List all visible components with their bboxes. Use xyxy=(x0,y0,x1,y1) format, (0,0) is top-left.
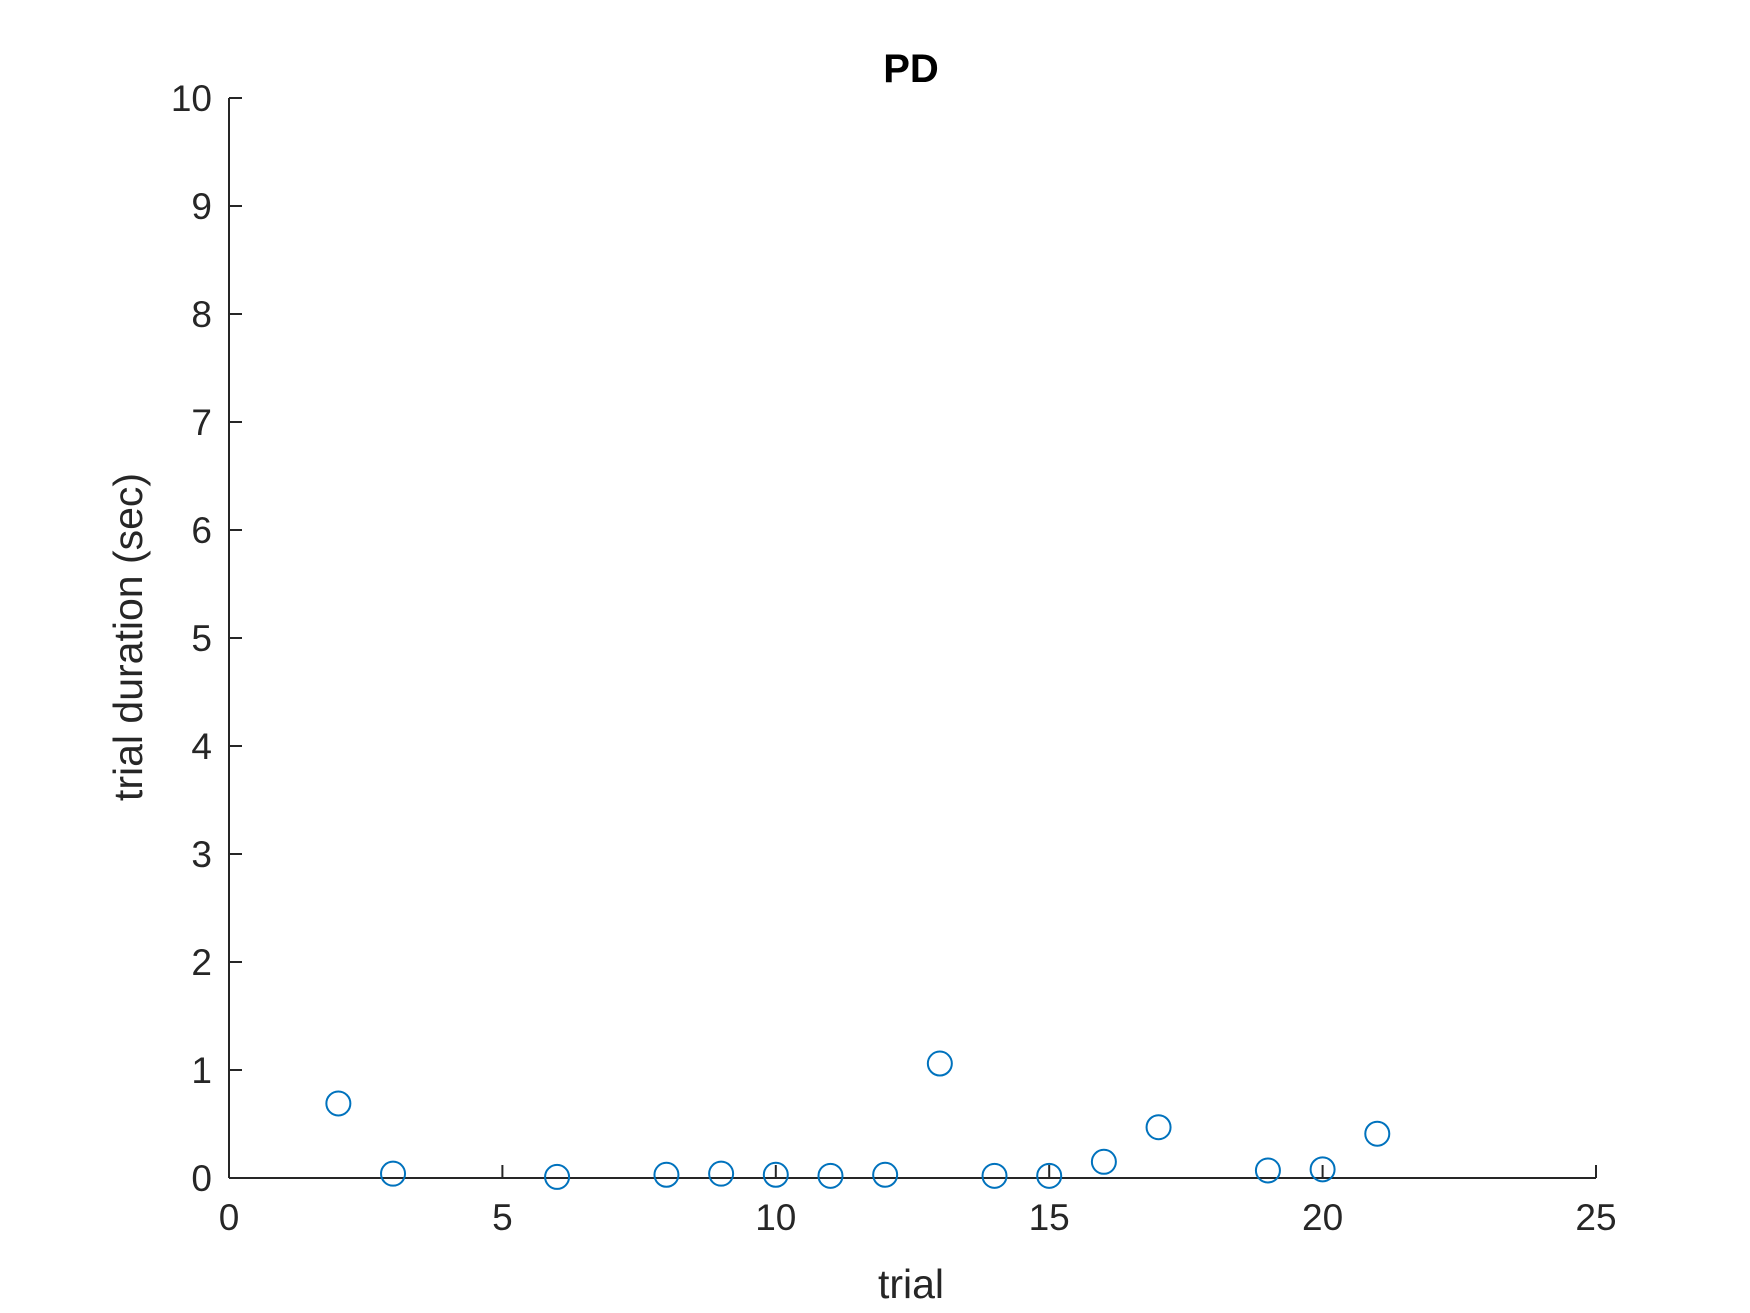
data-point xyxy=(981,1162,1008,1189)
data-point xyxy=(325,1090,352,1117)
x-axis-label: trial xyxy=(878,1261,944,1307)
data-point xyxy=(708,1160,735,1187)
data-point xyxy=(1090,1148,1117,1175)
data-point xyxy=(817,1162,844,1189)
x-tick-label: 5 xyxy=(492,1197,513,1238)
y-tick-label: 0 xyxy=(191,1158,212,1199)
x-tick-label: 10 xyxy=(755,1197,796,1238)
chart-title: PD xyxy=(883,47,939,91)
y-tick-label: 10 xyxy=(171,78,212,119)
y-tick-label: 6 xyxy=(191,510,212,551)
y-tick-label: 1 xyxy=(191,1050,212,1091)
data-point xyxy=(762,1161,789,1188)
y-tick-label: 9 xyxy=(191,186,212,227)
x-axis-ticks: 0 5 10 15 20 25 xyxy=(219,1165,1617,1238)
y-tick-label: 2 xyxy=(191,942,212,983)
data-point xyxy=(1036,1162,1063,1189)
y-tick-label: 3 xyxy=(191,834,212,875)
data-point xyxy=(1145,1114,1172,1141)
y-tick-label: 7 xyxy=(191,402,212,443)
data-point xyxy=(653,1161,680,1188)
x-tick-label: 25 xyxy=(1575,1197,1616,1238)
data-point xyxy=(1309,1156,1336,1183)
y-tick-label: 8 xyxy=(191,294,212,335)
y-tick-label: 5 xyxy=(191,618,212,659)
scatter-points xyxy=(325,1050,1391,1190)
x-tick-label: 15 xyxy=(1029,1197,1070,1238)
y-axis-ticks: 0 1 2 3 4 5 6 7 8 9 10 xyxy=(171,78,242,1199)
y-axis-label: trial duration (sec) xyxy=(105,473,151,801)
data-point xyxy=(926,1050,953,1077)
y-tick-label: 4 xyxy=(191,726,212,767)
data-point xyxy=(1364,1120,1391,1147)
data-point xyxy=(380,1160,407,1187)
data-point xyxy=(1254,1157,1281,1184)
data-point xyxy=(544,1163,571,1190)
x-tick-label: 0 xyxy=(219,1197,240,1238)
x-tick-label: 20 xyxy=(1302,1197,1343,1238)
data-point xyxy=(872,1161,899,1188)
